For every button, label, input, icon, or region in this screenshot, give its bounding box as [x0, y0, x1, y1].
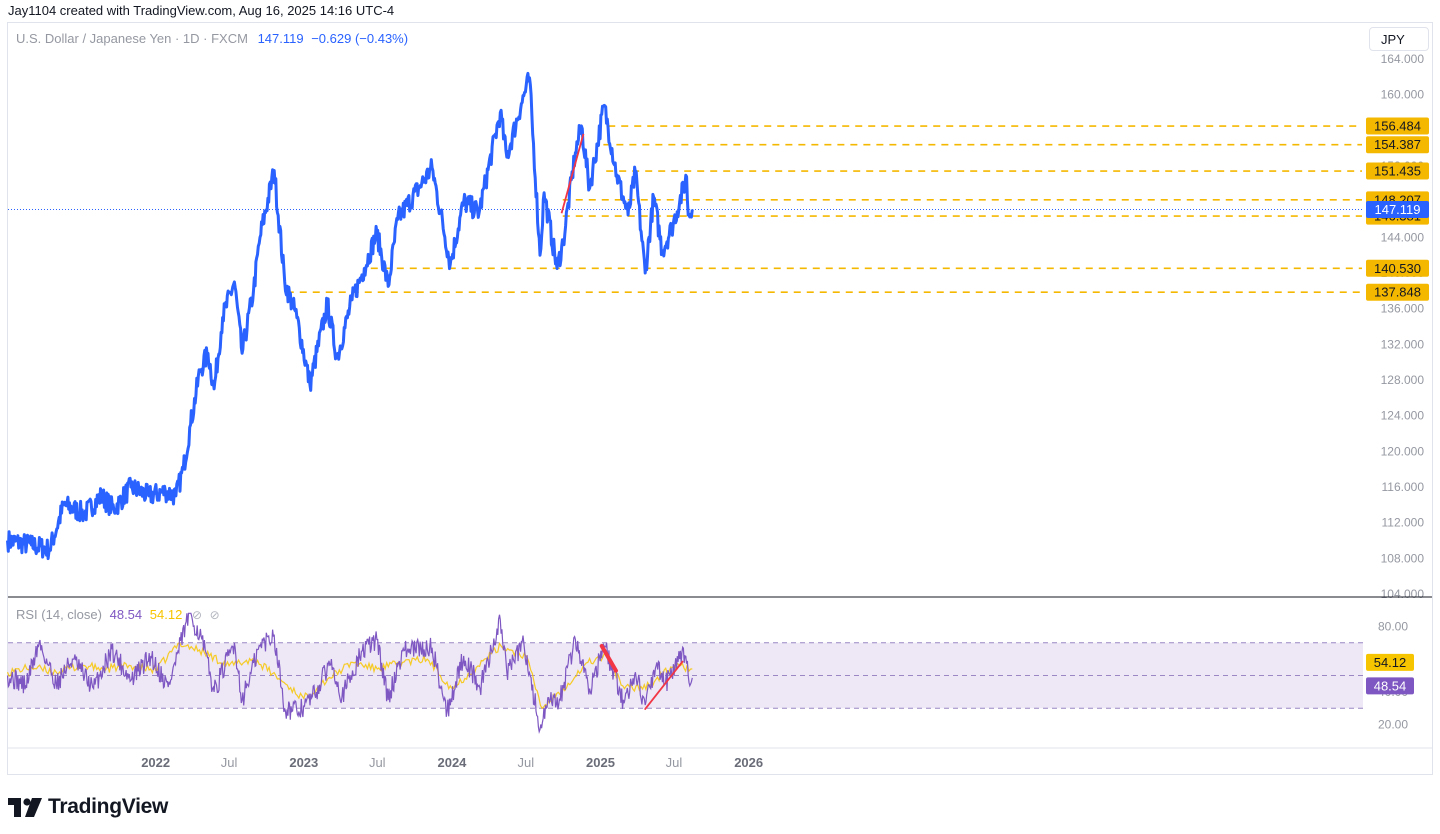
price-axis-label: 120.000 — [1381, 444, 1425, 458]
time-axis-label: 2024 — [437, 755, 467, 770]
tradingview-logo-icon — [8, 797, 42, 817]
price-axis-label: 128.000 — [1381, 373, 1425, 387]
level-price-label: 154.387 — [1374, 137, 1421, 152]
level-price-tag — [1366, 259, 1429, 277]
rsi-ma-tag — [1366, 653, 1414, 671]
rsi-legend[interactable]: RSI (14, close) 48.54 54.12 ⊘ ⊘ — [16, 607, 220, 622]
currency-button[interactable]: JPY — [1369, 27, 1429, 51]
level-price-label: 151.435 — [1374, 164, 1421, 179]
price-axis-label: 108.000 — [1381, 551, 1425, 565]
rsi-ma-tag-label: 54.12 — [1374, 655, 1407, 670]
symbol-legend[interactable]: U.S. Dollar / Japanese Yen · 1D · FXCM 1… — [16, 31, 408, 46]
eye-off-icon[interactable]: ⊘ — [209, 608, 220, 622]
trendline — [560, 133, 585, 214]
level-price-tag — [1366, 162, 1429, 180]
rsi-value-tag — [1366, 677, 1414, 695]
rsi-line — [6, 612, 693, 735]
rsi-ma-value: 54.12 — [149, 607, 183, 622]
chart-frame — [7, 22, 1433, 775]
rsi-trendline — [644, 660, 684, 710]
price-axis-label: 144.000 — [1381, 230, 1425, 244]
rsi-value: 48.54 — [109, 607, 143, 622]
level-price-label: 156.484 — [1374, 119, 1421, 134]
price-axis-label: 164.000 — [1381, 52, 1425, 66]
price-pane: 104.000 108.000 112.000 116.000 120.000 124.0… — [6, 52, 1432, 601]
price-axis-label: 160.000 — [1381, 88, 1425, 102]
level-price-label: 140.530 — [1374, 261, 1421, 276]
level-price-label: 137.848 — [1374, 285, 1421, 300]
time-axis-label: Jul — [666, 755, 683, 770]
symbol-name: U.S. Dollar / Japanese Yen · 1D · FXCM — [16, 31, 248, 46]
tradingview-logo[interactable]: TradingView — [8, 795, 168, 819]
price-axis-label: 132.000 — [1381, 337, 1425, 351]
level-price-tag — [1366, 283, 1429, 301]
time-axis-label: 2022 — [141, 755, 170, 770]
time-axis: 2022 Jul 2023 Jul 2024 Jul 2025 Jul 2026 — [8, 747, 1432, 770]
last-price-tag — [1366, 201, 1429, 219]
time-axis-label: Jul — [369, 755, 386, 770]
time-axis-label: Jul — [221, 755, 238, 770]
rsi-trendline — [599, 644, 618, 673]
time-axis-label: 2026 — [734, 755, 763, 770]
time-axis-label: 2023 — [289, 755, 318, 770]
symbol-change: −0.629 (−0.43%) — [311, 31, 409, 46]
time-axis-label: Jul — [518, 755, 535, 770]
price-axis-label: 124.000 — [1381, 409, 1425, 423]
rsi-value-tag-label: 48.54 — [1374, 678, 1407, 693]
price-axis-label: 136.000 — [1381, 302, 1425, 316]
level-price-tag — [1366, 136, 1429, 154]
rsi-axis-label: 20.00 — [1378, 718, 1408, 732]
eye-off-icon[interactable]: ⊘ — [191, 608, 203, 622]
rsi-label: RSI (14, close) — [16, 607, 102, 622]
created-by-line: Jay1104 created with TradingView.com, Au… — [8, 3, 395, 18]
time-axis-label: 2025 — [586, 755, 615, 770]
price-axis-label: 104.000 — [1381, 587, 1425, 601]
price-axis-label: 112.000 — [1382, 516, 1425, 530]
last-price-label: 147.119 — [1374, 202, 1420, 217]
logo-text: TradingView — [48, 795, 169, 818]
symbol-price: 147.119 — [257, 31, 304, 46]
level-price-tag — [1366, 117, 1429, 135]
price-axis-label: 116.000 — [1382, 480, 1425, 494]
rsi-axis-label: 80.00 — [1378, 619, 1408, 633]
price-line — [6, 71, 694, 561]
